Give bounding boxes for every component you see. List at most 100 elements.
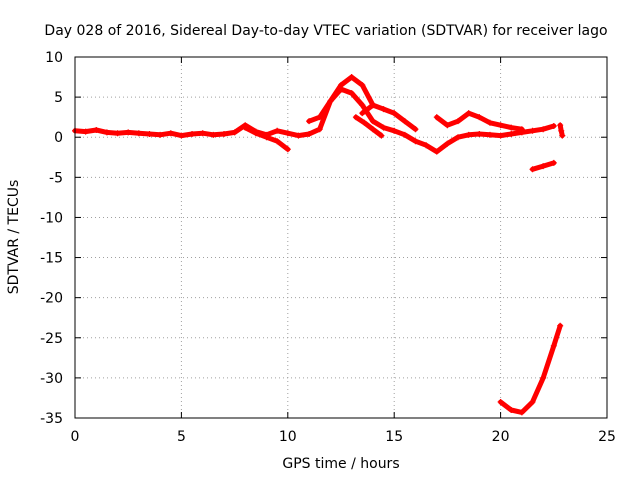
data-point — [508, 406, 515, 413]
data-point — [455, 134, 462, 141]
data-point — [391, 110, 398, 117]
data-point — [508, 131, 515, 138]
data-point — [508, 124, 515, 131]
data-point — [497, 398, 504, 405]
data-point — [295, 132, 302, 139]
data-point — [378, 132, 385, 139]
ticks: 0 5 10 15 20 25 10 5 0 -5 -10 -15 -20 -25 -30 -35 — [40, 50, 616, 445]
y-tick-label: -25 — [40, 331, 63, 347]
y-tick-label: 5 — [54, 90, 63, 106]
data-point — [167, 130, 174, 137]
data-point — [359, 110, 366, 117]
series-track-a — [72, 86, 557, 155]
y-tick-label: 10 — [45, 50, 63, 66]
data-point — [114, 130, 121, 137]
data-point — [189, 131, 196, 138]
data-point — [391, 127, 398, 134]
data-point — [557, 322, 564, 329]
data-point — [550, 159, 557, 166]
data-point — [423, 142, 430, 149]
data-point — [210, 131, 217, 138]
plot-frame — [74, 56, 608, 419]
data-point — [497, 132, 504, 139]
x-tick-label: 0 — [71, 429, 80, 445]
data-point — [242, 124, 249, 131]
series-track-h — [498, 323, 563, 415]
y-tick-label: -15 — [40, 251, 63, 267]
data-point — [338, 82, 344, 89]
data-point — [361, 119, 368, 126]
data-point — [359, 102, 366, 109]
data-point — [369, 102, 376, 109]
data-point — [476, 114, 483, 121]
data-point — [306, 131, 313, 138]
data-point — [433, 114, 440, 121]
data-point — [497, 122, 504, 129]
y-axis-label: SDTVAR / TECUs — [6, 180, 22, 295]
data-point — [352, 114, 359, 121]
data-point — [486, 131, 493, 138]
data-point — [557, 122, 564, 129]
data-point — [401, 131, 408, 138]
data-point — [146, 131, 153, 138]
data-point — [306, 118, 313, 125]
data-point — [284, 130, 291, 137]
data-point — [252, 130, 259, 137]
data-point — [348, 74, 355, 81]
data-point — [327, 98, 334, 105]
data-point — [518, 409, 525, 416]
data-point — [550, 342, 557, 349]
data-point — [316, 114, 323, 121]
data-point — [348, 90, 355, 97]
data-point — [178, 132, 185, 139]
y-tick-label: -20 — [40, 291, 63, 307]
data-point — [559, 132, 566, 139]
data-point — [465, 131, 472, 138]
data-point — [274, 127, 281, 134]
data-point — [199, 130, 206, 137]
y-tick-label: -5 — [49, 170, 63, 186]
data-point — [486, 119, 493, 126]
data-point — [231, 129, 238, 136]
data-point — [550, 122, 557, 129]
chart-title: Day 028 of 2016, Sidereal Day-to-day VTE… — [44, 23, 607, 39]
x-tick-label: 15 — [385, 429, 403, 445]
data-point — [220, 131, 227, 138]
data-point — [540, 126, 547, 133]
data-point — [369, 118, 376, 125]
data-point — [540, 163, 547, 170]
data-point — [93, 127, 100, 134]
data-point — [518, 126, 525, 133]
data-point — [263, 134, 270, 141]
data-point — [412, 126, 419, 133]
x-axis-label: GPS time / hours — [282, 456, 399, 472]
y-tick-label: -30 — [40, 371, 63, 387]
data-point — [380, 124, 387, 131]
data-point — [455, 118, 462, 125]
data-point — [401, 118, 408, 125]
data-point — [465, 110, 472, 117]
data-point — [529, 127, 536, 134]
data-point — [558, 127, 565, 134]
data-point — [125, 129, 132, 136]
data-point — [274, 138, 281, 145]
data-point — [380, 106, 387, 113]
series-track-d — [359, 102, 418, 132]
x-tick-label: 20 — [492, 429, 510, 445]
x-tick-label: 25 — [598, 429, 616, 445]
x-tick-label: 10 — [279, 429, 297, 445]
data-point — [369, 126, 376, 133]
data-point — [529, 398, 536, 405]
y-tick-label: 0 — [54, 130, 63, 146]
y-tick-label: -35 — [40, 411, 63, 427]
data-point — [103, 129, 110, 136]
data-point — [359, 82, 366, 89]
grid — [75, 57, 607, 418]
data-point — [412, 138, 419, 145]
data-point — [135, 130, 142, 137]
x-tick-label: 5 — [177, 429, 186, 445]
data-point — [540, 374, 547, 381]
series-track-f — [353, 114, 384, 139]
data-point — [316, 126, 323, 133]
